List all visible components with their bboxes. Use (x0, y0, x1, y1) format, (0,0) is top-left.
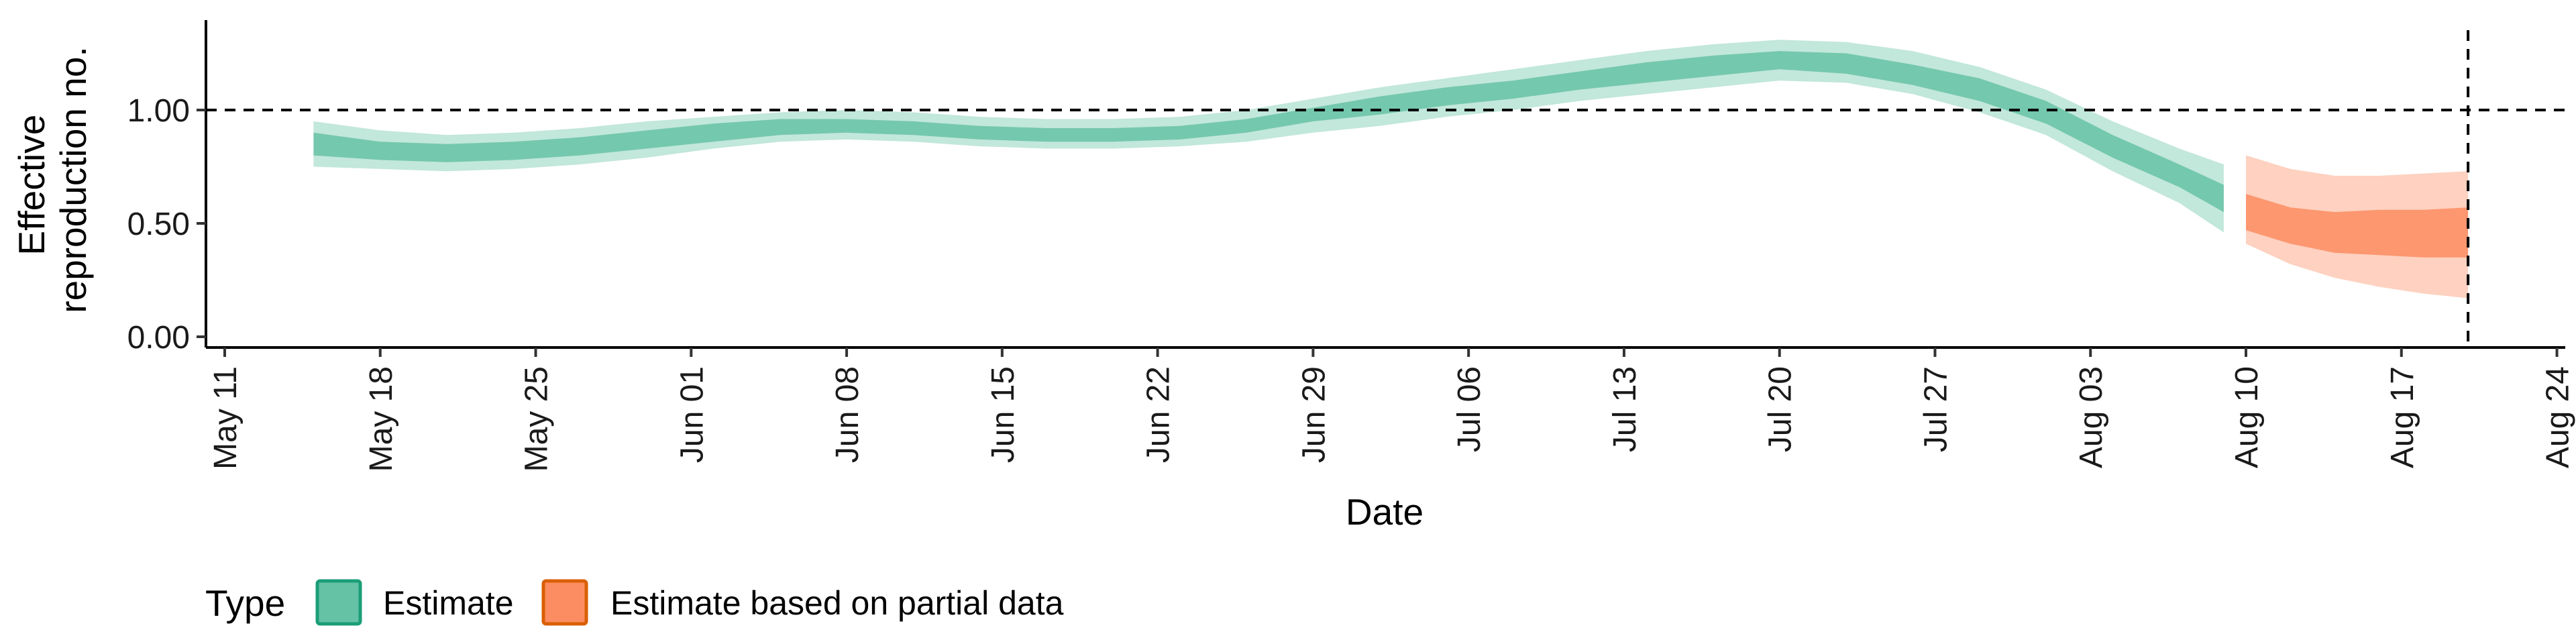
x-tick-label: May 11 (208, 366, 244, 470)
x-tick-label: Jul 13 (1607, 366, 1643, 452)
tick-labels: 0.00 0.50 1.00 May 11 May 18 May 25 Jun 01 Jun … (127, 93, 2576, 472)
x-tick-label: Aug 03 (2074, 366, 2109, 468)
x-tick-label: Jun 01 (674, 366, 710, 463)
partial-inner-band (2246, 194, 2469, 258)
x-tick-label: Aug 10 (2229, 366, 2265, 468)
x-tick-label: Aug 24 (2540, 366, 2576, 468)
x-tick-label: Jun 15 (985, 366, 1021, 463)
legend-title: Type (205, 582, 285, 624)
x-tick-label: May 18 (364, 366, 399, 472)
y-axis-title-line-1: Effective (11, 115, 52, 256)
legend-label-partial: Estimate based on partial data (610, 584, 1064, 622)
y-axis-title: Effective reproduction no. (11, 46, 94, 313)
x-tick-label: Aug 17 (2385, 366, 2420, 468)
x-tick-label: Jul 20 (1763, 366, 1799, 452)
axes (197, 20, 2565, 357)
x-tick-label: Jun 08 (830, 366, 865, 463)
estimate-inner-band (313, 51, 2224, 213)
y-axis-title-line-2: reproduction no. (52, 46, 94, 313)
legend-key-partial (541, 579, 588, 626)
y-tick-label: 0.00 (127, 320, 190, 356)
reference-lines (206, 30, 2565, 347)
y-tick-label: 0.50 (127, 207, 190, 242)
x-tick-label: Jun 22 (1141, 366, 1177, 463)
x-tick-label: May 25 (519, 366, 555, 472)
x-tick-label: Jul 06 (1452, 366, 1487, 452)
legend: Type Estimate Estimate based on partial … (205, 579, 1064, 626)
legend-label-estimate: Estimate (383, 584, 514, 622)
x-axis-title: Date (1346, 491, 1424, 533)
y-tick-label: 1.00 (127, 93, 190, 129)
legend-key-estimate (315, 579, 362, 626)
credible-interval-bands (313, 40, 2469, 299)
x-tick-label: Jul 27 (1919, 366, 1954, 452)
estimate-outer-band (313, 40, 2224, 233)
x-tick-label: Jun 29 (1296, 366, 1332, 463)
